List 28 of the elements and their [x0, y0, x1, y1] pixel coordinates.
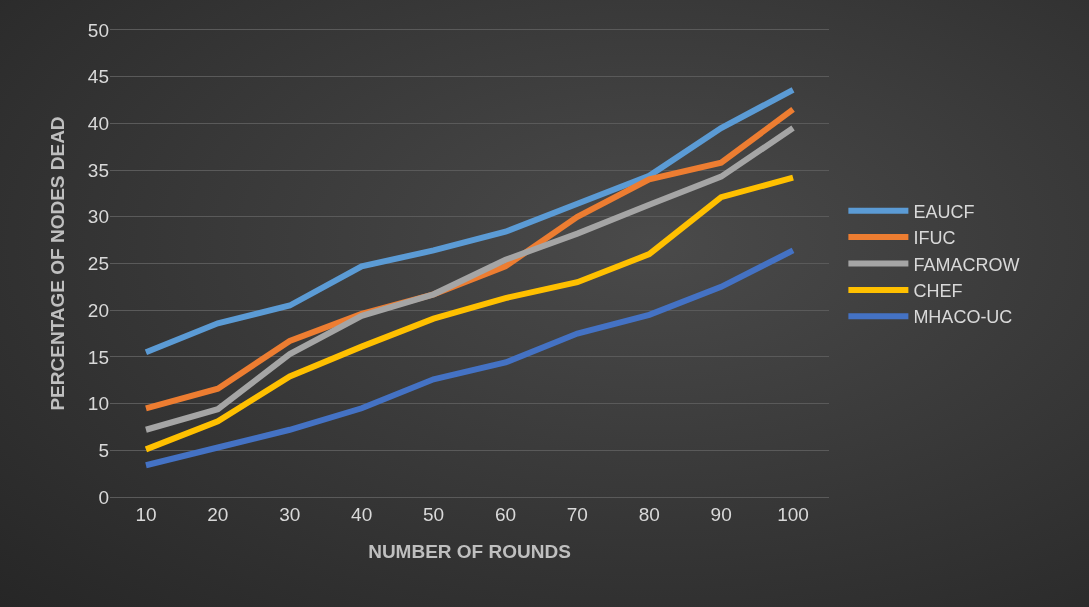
legend-label: FAMACROW	[913, 254, 1020, 275]
x-tick-label: 50	[422, 503, 445, 525]
x-tick-label: 10	[135, 503, 157, 525]
y-tick-label: 15	[87, 346, 109, 368]
y-tick-label: 35	[87, 159, 109, 181]
x-axis-title: NUMBER OF ROUNDS	[368, 540, 571, 562]
x-tick-label: 70	[566, 503, 588, 525]
x-tick-label: 20	[207, 503, 229, 525]
legend-label: IFUC	[913, 228, 956, 249]
legend-label: EAUCF	[913, 201, 975, 222]
legend-label: MHACO-UC	[913, 307, 1013, 328]
x-tick-label: 80	[638, 503, 660, 525]
x-tick-label: 100	[777, 503, 809, 525]
x-tick-label: 40	[351, 503, 373, 525]
y-tick-label: 40	[87, 113, 109, 135]
x-tick-label: 30	[279, 503, 301, 525]
y-tick-label: 5	[98, 439, 109, 461]
y-tick-label: 25	[87, 253, 109, 275]
y-tick-label: 45	[87, 66, 109, 88]
x-tick-label: 90	[710, 503, 732, 525]
y-tick-label: 0	[98, 486, 109, 508]
y-tick-label: 20	[87, 299, 109, 321]
x-tick-label: 60	[494, 503, 517, 525]
y-tick-label: 10	[87, 393, 109, 415]
y-tick-label: 30	[87, 206, 109, 228]
y-axis-title: PERCENTAGE OF NODES DEAD	[46, 116, 68, 411]
y-tick-label: 50	[87, 19, 109, 41]
legend-label: CHEF	[913, 280, 963, 301]
